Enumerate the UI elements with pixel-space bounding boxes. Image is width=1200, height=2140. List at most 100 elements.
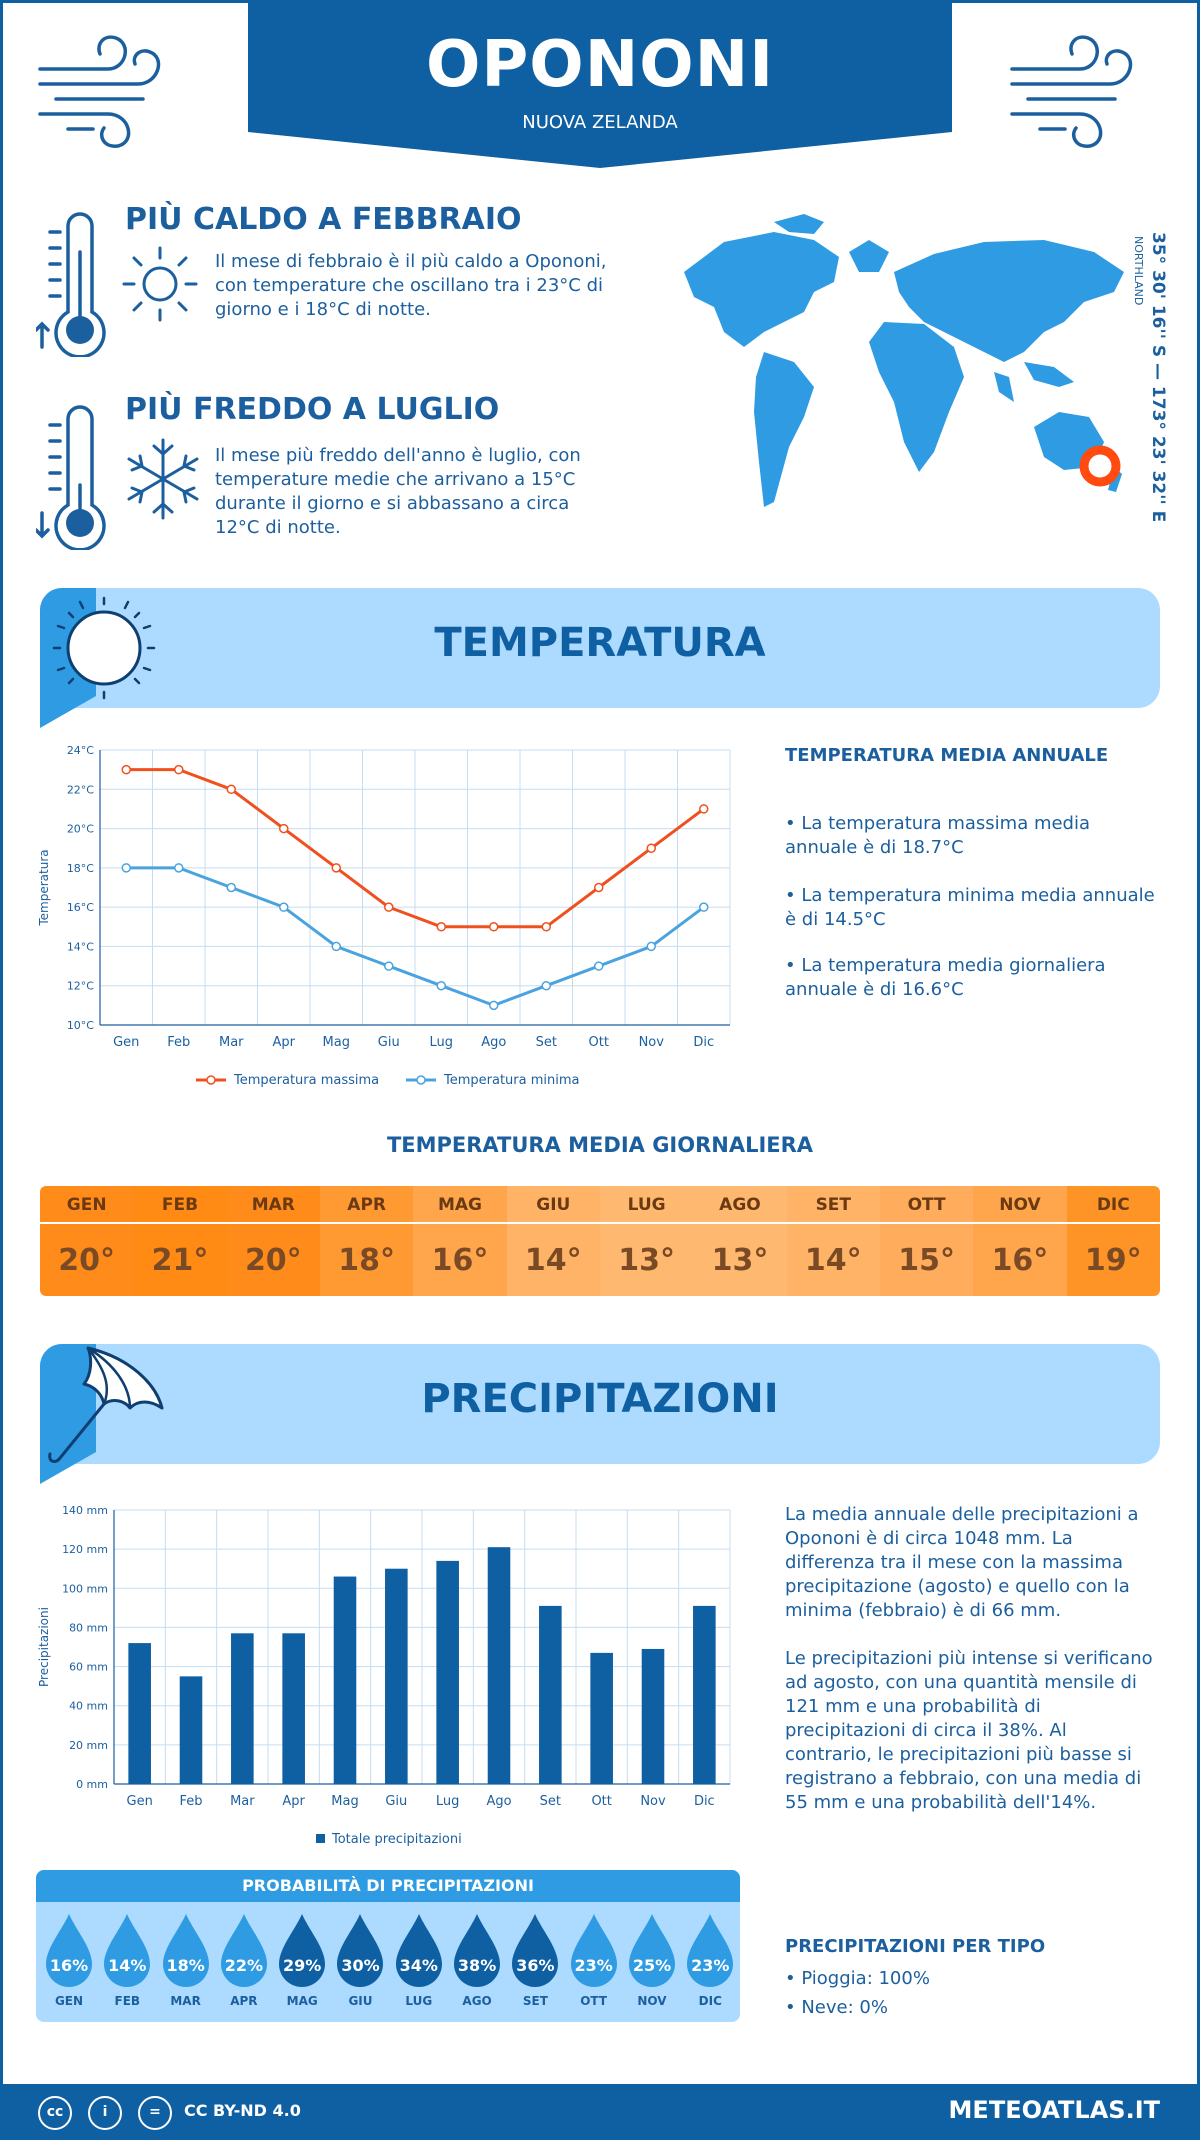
snow-share: • Neve: 0% xyxy=(785,1997,888,2018)
coordinates: 35° 30' 16'' S — 173° 23' 32'' E xyxy=(1148,232,1168,523)
raindrop-icon xyxy=(337,1914,384,1987)
bar xyxy=(333,1576,357,1784)
daily-cell: APR 18° xyxy=(319,1186,414,1296)
probability-drop: 29% MAG xyxy=(273,1912,331,2012)
y-tick-label: 14°C xyxy=(67,940,94,953)
daily-value: 14° xyxy=(786,1224,880,1296)
raindrop-icon xyxy=(454,1914,501,1987)
daily-cell: OTT 15° xyxy=(879,1186,974,1296)
thermometer-warm-icon xyxy=(36,212,106,357)
probability-drop: 23% DIC xyxy=(681,1912,739,2012)
data-point xyxy=(594,882,604,893)
probability-month: GEN xyxy=(54,1994,84,2008)
probability-value: 29% xyxy=(283,1956,322,1975)
probability-month: AGO xyxy=(462,1994,492,2008)
daily-value: 13° xyxy=(693,1224,787,1296)
data-point xyxy=(699,902,709,912)
cc-icon[interactable]: cc xyxy=(38,2096,72,2130)
footer xyxy=(0,2084,1200,2140)
daily-month: SET xyxy=(786,1186,880,1224)
x-tick-label: Dic xyxy=(693,1035,714,1050)
world-map xyxy=(684,214,1124,507)
legend-marker xyxy=(206,1075,216,1085)
data-point xyxy=(121,764,131,775)
rain-share: • Pioggia: 100% xyxy=(785,1968,930,1989)
probability-drop: 23% OTT xyxy=(565,1912,623,2012)
wind-icon xyxy=(1010,35,1133,148)
y-tick-label: 16°C xyxy=(67,901,94,914)
probability-month: SET xyxy=(522,1994,548,2008)
bar xyxy=(590,1652,613,1784)
x-tick-label: Mag xyxy=(323,1035,350,1050)
series-line xyxy=(126,768,705,929)
raindrop-icon xyxy=(279,1914,326,1987)
bar xyxy=(282,1633,305,1784)
raindrop-icon xyxy=(628,1914,675,1987)
bar xyxy=(693,1605,716,1784)
wind-icon xyxy=(38,35,161,148)
daily-cell: AGO 13° xyxy=(693,1186,787,1296)
probability-value: 25% xyxy=(632,1956,672,1975)
raindrop-icon xyxy=(395,1914,442,1987)
daily-cell: MAR 20° xyxy=(226,1186,320,1296)
no-derivatives-icon[interactable]: = xyxy=(138,2096,172,2130)
bar xyxy=(436,1560,459,1784)
bar xyxy=(231,1633,254,1784)
data-point xyxy=(279,902,289,912)
x-tick-label: Giu xyxy=(385,1794,407,1809)
x-tick-label: Nov xyxy=(640,1794,666,1809)
x-tick-label: Set xyxy=(536,1035,557,1050)
daily-month: MAR xyxy=(226,1186,320,1224)
sun-icon xyxy=(122,246,198,322)
daily-value: 14° xyxy=(506,1224,600,1296)
data-point xyxy=(331,941,341,952)
probability-drop: 14% FEB xyxy=(98,1912,156,2012)
data-point xyxy=(489,1000,499,1011)
probability-value: 23% xyxy=(691,1956,730,1975)
bar xyxy=(539,1605,562,1784)
x-tick-label: Nov xyxy=(639,1035,665,1050)
x-tick-label: Giu xyxy=(378,1035,400,1050)
precip-type-title: PRECIPITAZIONI PER TIPO xyxy=(785,1936,1046,1957)
probability-month: LUG xyxy=(405,1994,433,2008)
daily-cell: NOV 16° xyxy=(973,1186,1067,1296)
x-tick-label: Gen xyxy=(113,1035,139,1050)
sun-large-icon xyxy=(40,588,156,728)
precipitation-band xyxy=(40,1344,1160,1464)
precip-probability-box: PROBABILITÀ DI PRECIPITAZIONI 16% GEN 14% F… xyxy=(36,1870,740,2022)
data-point xyxy=(646,843,656,853)
probability-month: OTT xyxy=(580,1994,608,2008)
probability-drop: 16% GEN xyxy=(40,1912,98,2012)
probability-value: 18% xyxy=(166,1956,205,1975)
daily-month: GEN xyxy=(40,1186,134,1224)
probability-drop: 18% MAR xyxy=(157,1912,215,2012)
probability-drop: 30% GIU xyxy=(331,1912,389,2012)
daily-value: 16° xyxy=(413,1224,507,1296)
temperature-title: TEMPERATURA xyxy=(434,620,766,666)
site-link[interactable]: METEOATLAS.IT xyxy=(948,2096,1160,2124)
daily-month: APR xyxy=(319,1186,414,1224)
daily-cell: LUG 13° xyxy=(599,1186,694,1296)
daily-cell: GIU 14° xyxy=(506,1186,600,1296)
precip-probability-title: PROBABILITÀ DI PRECIPITAZIONI xyxy=(36,1870,740,1902)
temperature-band xyxy=(40,588,1160,708)
country-name: NUOVA ZELANDA xyxy=(522,112,678,133)
bar xyxy=(385,1568,408,1784)
y-axis-label: Precipitazioni xyxy=(37,1607,51,1687)
license-label[interactable]: CC BY-ND 4.0 xyxy=(184,2101,301,2120)
daily-month: NOV xyxy=(973,1186,1067,1224)
data-point xyxy=(174,863,184,873)
data-point xyxy=(594,961,604,971)
probability-drop: 34% LUG xyxy=(390,1912,448,2012)
y-tick-label: 22°C xyxy=(67,783,94,796)
series-line xyxy=(126,866,705,1007)
annual-min-text: • La temperatura minima media annuale è … xyxy=(785,885,1155,930)
probability-month: APR xyxy=(230,1994,258,2008)
daily-cell: DIC 19° xyxy=(1066,1186,1160,1296)
attribution-icon[interactable]: i xyxy=(88,2096,122,2130)
y-tick-label: 140 mm xyxy=(62,1504,108,1517)
location-marker xyxy=(1079,445,1121,487)
region-name: NORTHLAND xyxy=(1132,236,1145,306)
probability-value: 38% xyxy=(457,1956,497,1975)
data-point xyxy=(331,863,341,873)
